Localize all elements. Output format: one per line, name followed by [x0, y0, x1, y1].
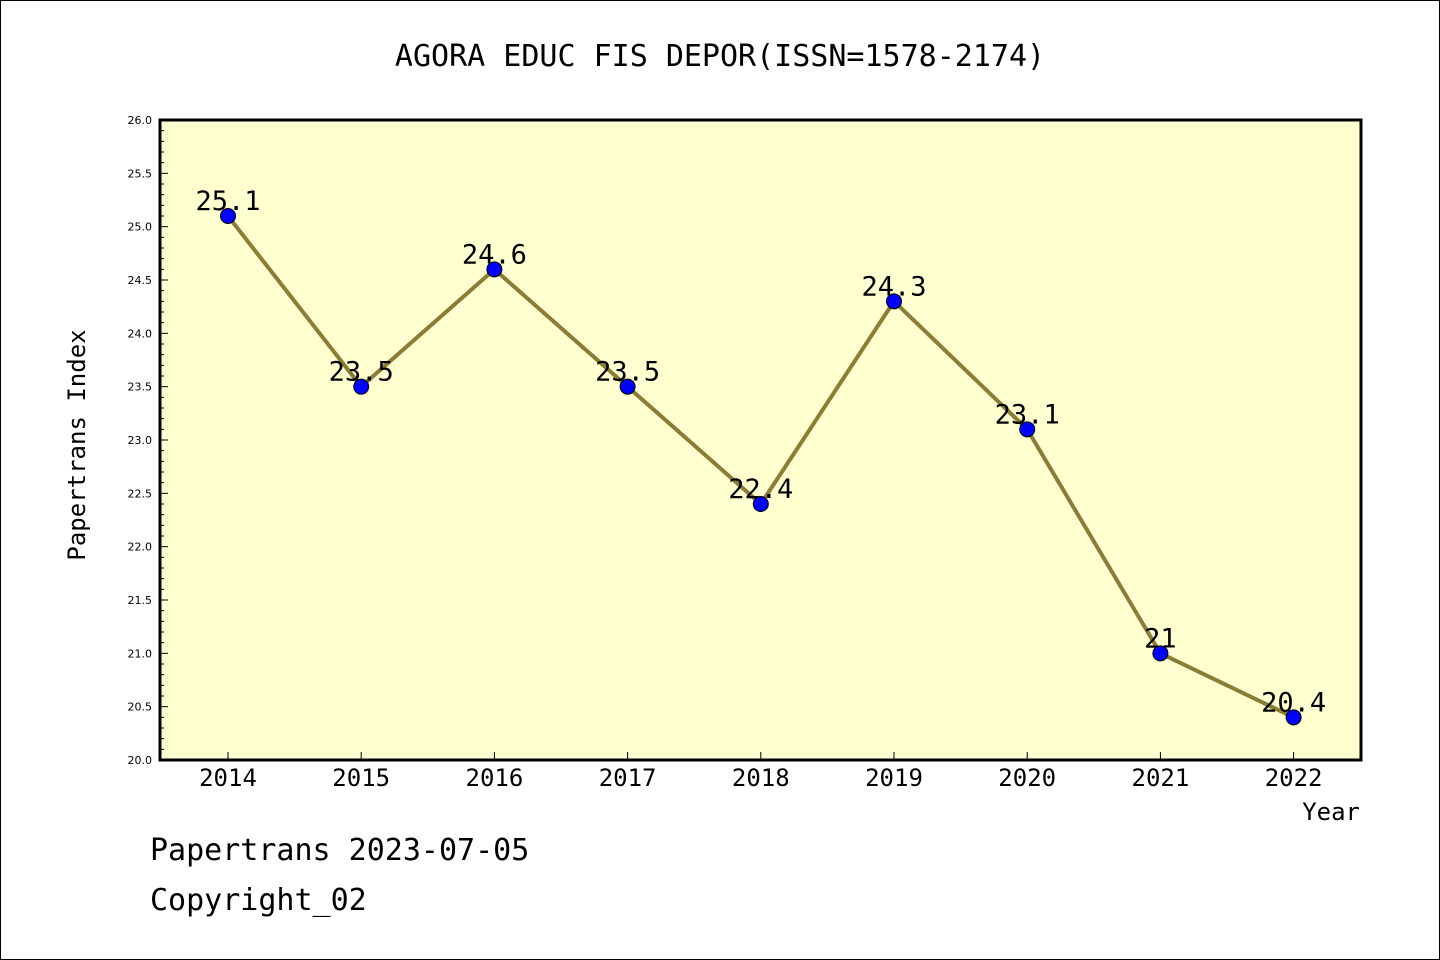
data-point	[220, 208, 236, 224]
x-tick-label: 2015	[332, 764, 390, 792]
data-point	[486, 261, 503, 278]
y-tick-label: 25.5	[128, 167, 153, 180]
y-tick-label: 23.5	[128, 381, 153, 394]
data-label: 22.4	[728, 474, 793, 505]
y-tick-label: 22.0	[128, 541, 153, 554]
y-tick-label: 21.5	[128, 594, 153, 607]
y-axis-ticks: 20.0 20.5 21.0 21.5 22.0 22.5 23.0 23.5 24.0 24.5…	[128, 114, 168, 767]
y-tick-label: 22.5	[128, 487, 153, 500]
x-tick-label: 2014	[199, 764, 257, 792]
x-tick-label: 2016	[466, 764, 524, 792]
chart-title: AGORA EDUC FIS DEPOR(ISSN=1578-2174)	[395, 39, 1045, 74]
y-tick-label: 24.5	[128, 274, 153, 287]
data-label: 24.6	[462, 239, 527, 270]
y-tick-label: 26.0	[128, 114, 153, 127]
x-axis-label: Year	[1302, 798, 1360, 826]
data-label: 23.5	[329, 357, 394, 388]
y-tick-label: 20.0	[128, 754, 153, 767]
data-label: 20.4	[1261, 687, 1326, 718]
data-point	[619, 378, 636, 395]
y-axis-label: Papertrans Index	[63, 329, 91, 560]
y-tick-label: 23.0	[128, 434, 153, 447]
footer-date-text: Papertrans 2023-07-05	[150, 833, 530, 868]
y-tick-label: 24.0	[128, 327, 153, 340]
x-tick-label: 2019	[865, 764, 923, 792]
x-tick-label: 2022	[1265, 764, 1323, 792]
data-point	[886, 293, 902, 310]
data-label: 25.1	[195, 186, 260, 217]
series-layer: 25.1 23.5 24.6 23.5 22.4 24.3 23.1 21 20.4	[195, 186, 1326, 726]
y-tick-label: 20.5	[128, 701, 153, 714]
x-tick-label: 2017	[599, 764, 657, 792]
x-tick-label: 2020	[998, 764, 1056, 792]
data-point	[752, 496, 769, 512]
y-tick-label: 21.0	[128, 647, 153, 660]
footer-copyright-text: Copyright_02	[150, 883, 367, 918]
x-axis-ticks: 2014 2015 2016 2017 2018 2019 2020 2021 2022	[199, 752, 1322, 792]
data-point	[1152, 645, 1169, 662]
x-tick-label: 2018	[732, 764, 790, 792]
data-point	[353, 378, 370, 395]
data-label: 24.3	[861, 271, 926, 302]
data-label: 23.1	[995, 399, 1060, 430]
x-tick-label: 2021	[1132, 764, 1190, 792]
data-point	[1019, 421, 1036, 438]
data-label: 21	[1144, 623, 1177, 654]
data-label: 23.5	[595, 357, 660, 388]
y-tick-label: 25.0	[128, 221, 153, 234]
data-point	[1285, 709, 1302, 726]
